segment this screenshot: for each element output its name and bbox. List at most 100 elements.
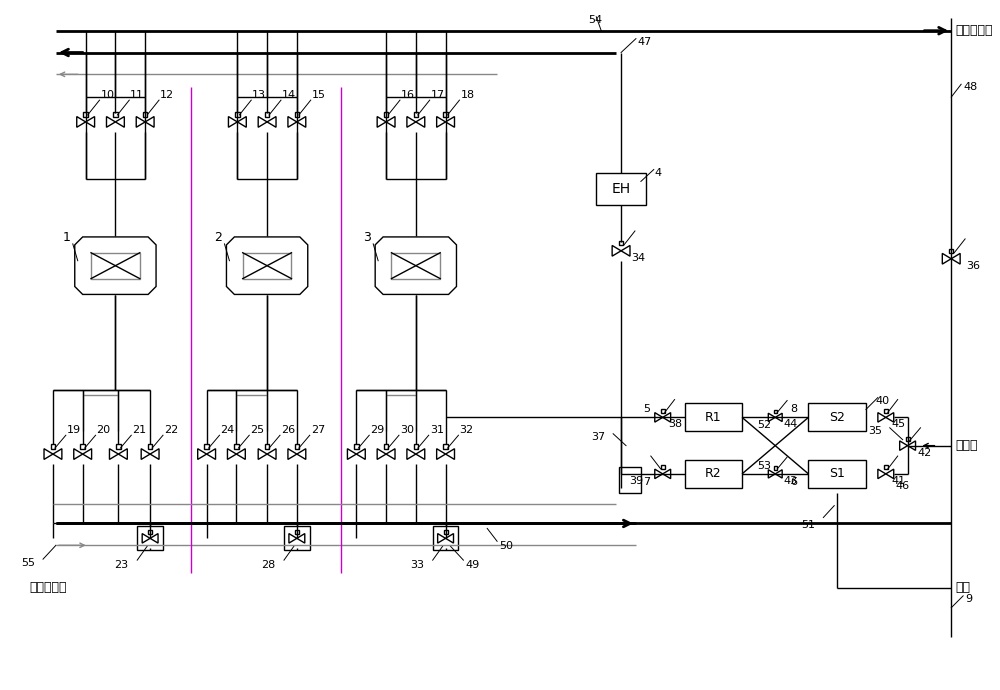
Bar: [444, 530, 448, 533]
Text: 16: 16: [401, 90, 415, 100]
Bar: [884, 408, 888, 413]
Bar: [433, 526, 458, 550]
Text: 8: 8: [791, 404, 798, 415]
Text: 4: 4: [655, 168, 662, 177]
Text: 10: 10: [101, 90, 115, 100]
Text: 45: 45: [892, 420, 906, 429]
Text: 6: 6: [791, 477, 798, 487]
Text: 51: 51: [801, 520, 815, 529]
Text: 40: 40: [876, 395, 890, 406]
Text: 32: 32: [459, 425, 474, 435]
Text: 49: 49: [465, 560, 480, 570]
Bar: [148, 530, 152, 533]
Text: 22: 22: [164, 425, 178, 435]
Bar: [113, 112, 118, 117]
Bar: [148, 444, 152, 448]
Text: 17: 17: [431, 90, 445, 100]
Text: EH: EH: [612, 182, 631, 197]
Bar: [685, 404, 742, 431]
Bar: [808, 460, 866, 488]
Bar: [295, 530, 299, 533]
Text: 37: 37: [591, 432, 605, 442]
Text: 43: 43: [783, 476, 797, 486]
Text: 42: 42: [918, 448, 932, 457]
Text: 48: 48: [963, 82, 977, 92]
Bar: [80, 444, 85, 448]
Bar: [295, 112, 299, 117]
Text: 47: 47: [638, 37, 652, 47]
Text: 2: 2: [215, 231, 222, 244]
Bar: [137, 526, 163, 550]
Text: 污氮气: 污氮气: [955, 439, 978, 452]
Bar: [774, 466, 777, 470]
Bar: [906, 437, 910, 441]
Text: 39: 39: [629, 476, 643, 486]
Text: S1: S1: [829, 467, 845, 480]
Text: 9: 9: [965, 594, 972, 604]
Text: R1: R1: [705, 411, 722, 424]
Text: 放空: 放空: [955, 582, 970, 594]
Text: 28: 28: [261, 560, 275, 570]
Text: 29: 29: [370, 425, 384, 435]
Bar: [243, 253, 291, 279]
Text: 27: 27: [311, 425, 325, 435]
Text: 24: 24: [221, 425, 235, 435]
Text: 19: 19: [67, 425, 81, 435]
Text: 25: 25: [250, 425, 264, 435]
Bar: [354, 444, 359, 448]
Text: 待净化空气: 待净化空气: [29, 582, 67, 594]
Text: 23: 23: [114, 560, 128, 570]
Text: 7: 7: [643, 477, 650, 487]
Text: 11: 11: [130, 90, 144, 100]
Bar: [83, 112, 88, 117]
Bar: [414, 444, 418, 448]
Bar: [774, 410, 777, 413]
Bar: [204, 444, 209, 448]
Bar: [265, 444, 269, 448]
Bar: [295, 444, 299, 448]
Bar: [414, 112, 418, 117]
Bar: [884, 465, 888, 469]
Bar: [949, 249, 953, 253]
Text: 34: 34: [631, 253, 645, 263]
Bar: [284, 526, 310, 550]
Text: 13: 13: [252, 90, 266, 100]
Text: 18: 18: [460, 90, 475, 100]
Text: 5: 5: [643, 404, 650, 415]
Text: 52: 52: [757, 420, 772, 431]
Text: 30: 30: [400, 425, 414, 435]
Bar: [596, 173, 646, 205]
Bar: [384, 112, 388, 117]
Bar: [619, 467, 641, 493]
Bar: [661, 408, 665, 413]
Text: S2: S2: [829, 411, 845, 424]
Bar: [443, 444, 448, 448]
Bar: [391, 253, 440, 279]
Text: 33: 33: [410, 560, 424, 570]
Text: 净化后空气: 净化后空气: [955, 24, 993, 37]
Text: 21: 21: [132, 425, 146, 435]
Text: 44: 44: [783, 420, 797, 429]
Text: 14: 14: [282, 90, 296, 100]
Text: 41: 41: [892, 476, 906, 486]
Bar: [235, 112, 240, 117]
Bar: [143, 112, 147, 117]
Text: 36: 36: [966, 261, 980, 270]
Text: 54: 54: [588, 15, 602, 25]
Text: 20: 20: [97, 425, 111, 435]
Text: 26: 26: [281, 425, 295, 435]
Bar: [384, 444, 388, 448]
Text: R2: R2: [705, 467, 722, 480]
Text: 15: 15: [312, 90, 326, 100]
Text: 35: 35: [868, 426, 882, 436]
Text: 53: 53: [757, 461, 771, 471]
Text: 1: 1: [63, 231, 71, 244]
Bar: [91, 253, 140, 279]
Text: 38: 38: [669, 420, 683, 429]
Bar: [116, 444, 121, 448]
Bar: [443, 112, 448, 117]
Text: 55: 55: [21, 558, 35, 568]
Text: 3: 3: [363, 231, 371, 244]
Bar: [265, 112, 269, 117]
Text: 50: 50: [499, 542, 513, 551]
